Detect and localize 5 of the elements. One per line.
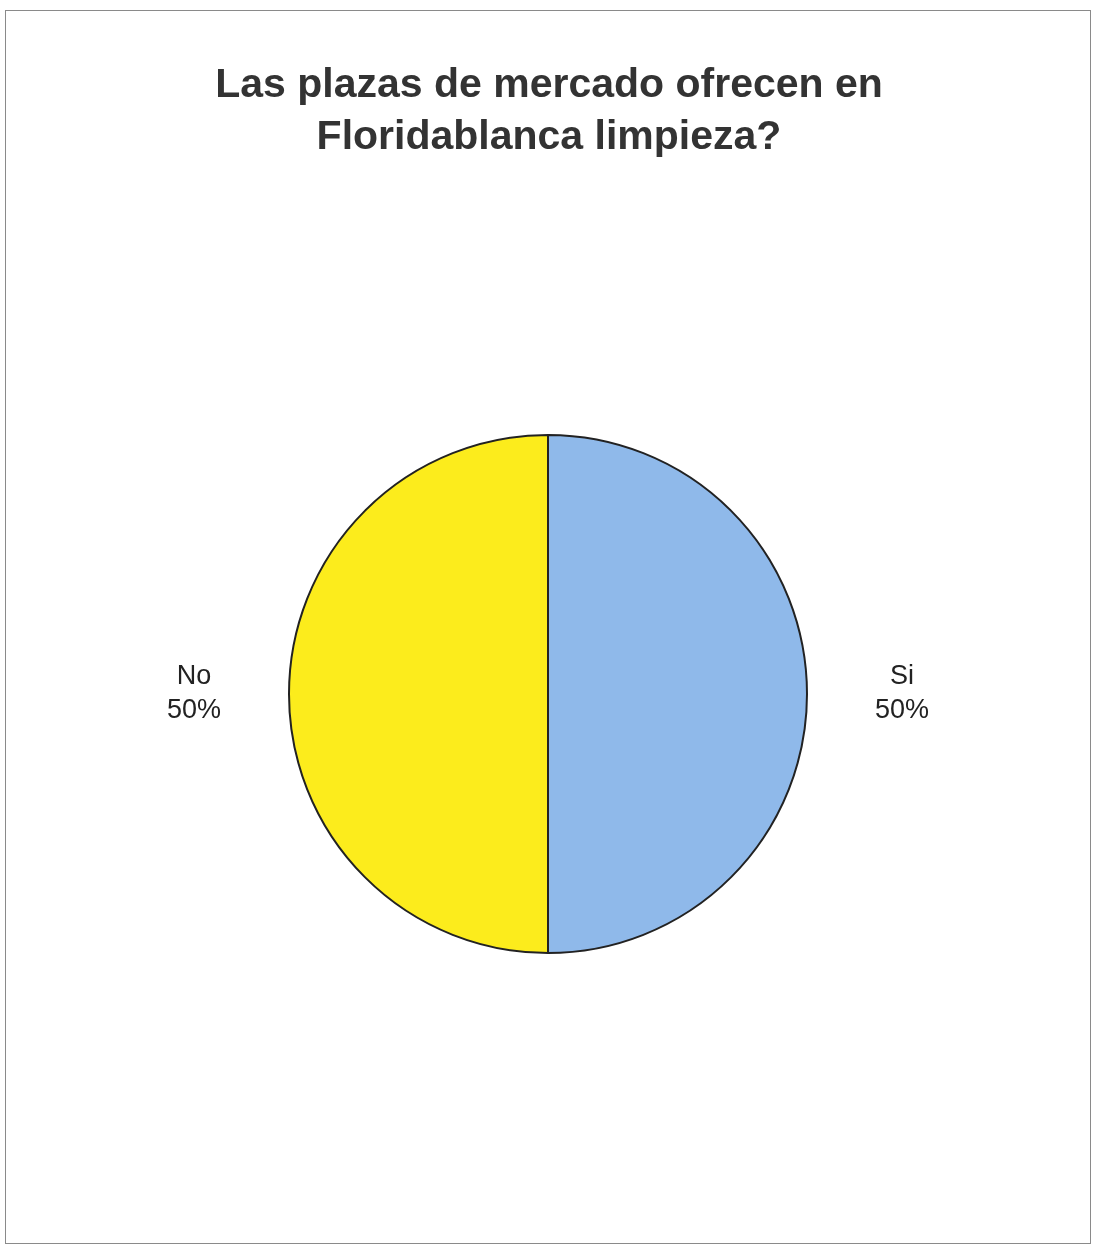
data-label: 50% bbox=[166, 694, 222, 725]
data-label: 50% bbox=[874, 694, 930, 725]
chart-title: Las plazas de mercado ofrecen en Floridablanca limpieza? bbox=[214, 59, 884, 160]
slice-label: Si bbox=[889, 660, 915, 691]
slice-label: No bbox=[176, 660, 212, 691]
